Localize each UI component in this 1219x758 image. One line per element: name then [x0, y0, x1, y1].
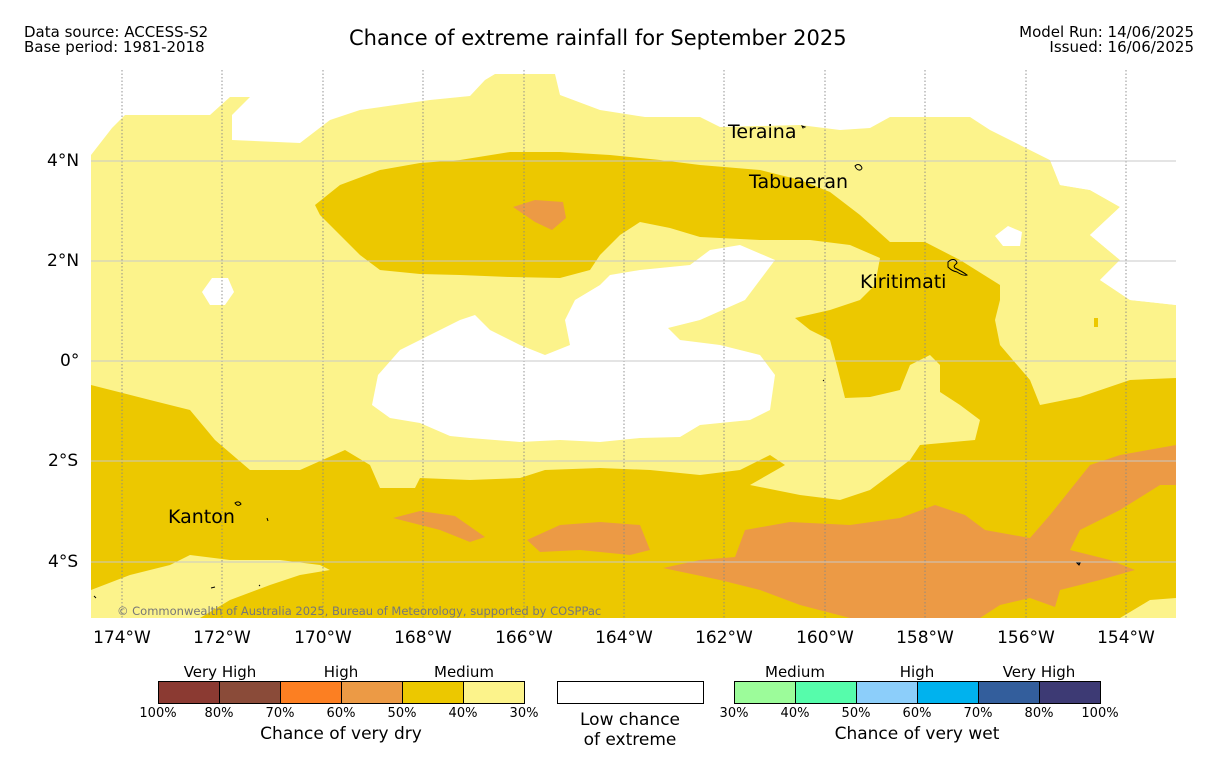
wet-caption: Chance of very wet: [834, 724, 1000, 744]
small-island-2: [210, 586, 216, 589]
wet-tick-50: 50%: [841, 706, 871, 721]
lon-label-166w: 166°W: [495, 628, 553, 648]
low-caption-line2: of extreme: [583, 730, 677, 750]
lon-label-162w: 162°W: [695, 628, 753, 648]
lon-label-158w: 158°W: [896, 628, 954, 648]
place-kiritimati: Kiritimati: [860, 271, 947, 293]
wet-swatch-50-60: [857, 682, 918, 703]
dry-tick-60: 60%: [326, 706, 356, 721]
wet-tick-60: 60%: [902, 706, 932, 721]
kanton-island: [234, 501, 242, 506]
wet-label-very-high: Very High: [1002, 663, 1076, 681]
place-kanton: Kanton: [168, 506, 235, 528]
low-chance-hole-west: [202, 278, 234, 305]
place-teraina: Teraina: [728, 121, 797, 143]
wet-tick-80: 80%: [1024, 706, 1054, 721]
wet-tick-40: 40%: [780, 706, 810, 721]
lon-label-172w: 172°W: [193, 628, 251, 648]
wet-swatch-70-80: [979, 682, 1040, 703]
dry-label-very-high: Very High: [183, 663, 257, 681]
model-run-text: Model Run: 14/06/2025: [1019, 23, 1194, 41]
wet-tick-30: 30%: [719, 706, 749, 721]
dry-colorbar: [158, 681, 525, 704]
light-yellow-south-strip: [91, 555, 330, 618]
lon-label-156w: 156°W: [997, 628, 1055, 648]
orange-south-east-region: [663, 445, 1176, 618]
low-chance-hole-center: [372, 245, 775, 442]
dry-label-medium: Medium: [434, 663, 494, 681]
small-island-5: [822, 379, 825, 382]
rainfall-map: [91, 70, 1176, 618]
latitude-gridlines: [91, 160, 1176, 563]
lon-label-154w: 154°W: [1097, 628, 1155, 648]
light-yellow-south-strip-2: [1120, 598, 1176, 618]
place-tabuaeran: Tabuaeran: [749, 171, 849, 193]
lat-label-0: 0°: [60, 351, 80, 371]
dry-tick-40: 40%: [448, 706, 478, 721]
copyright-text: © Commonwealth of Australia 2025, Bureau…: [117, 604, 602, 618]
dry-swatch-60-50: [342, 682, 403, 703]
lat-label-2s: 2°S: [48, 451, 79, 471]
dry-swatch-80-70: [220, 682, 281, 703]
low-chance-hole-ne: [1020, 70, 1176, 305]
dry-swatch-100-80: [159, 682, 220, 703]
wet-colorbar: [734, 681, 1101, 704]
lon-label-164w: 164°W: [595, 628, 653, 648]
small-island-3: [258, 584, 261, 587]
low-chance-swatch: [557, 681, 704, 704]
lon-label-174w: 174°W: [93, 628, 151, 648]
dry-swatch-70-60: [281, 682, 342, 703]
medium-yellow-north-band: [91, 152, 1176, 618]
wet-swatch-30-40: [735, 682, 796, 703]
wet-tick-100: 100%: [1081, 706, 1119, 721]
wet-swatch-80-100: [1040, 682, 1100, 703]
issued-text: Issued: 16/06/2025: [1049, 38, 1194, 56]
lon-label-170w: 170°W: [294, 628, 352, 648]
orange-south-center-patch: [527, 522, 650, 555]
lat-label-2n: 2°N: [47, 251, 80, 271]
small-island-6: [93, 595, 97, 599]
orange-north-patch: [513, 200, 566, 230]
wet-swatch-60-70: [918, 682, 979, 703]
kiritimati-island: [947, 259, 969, 276]
data-source-text: Data source: ACCESS-S2: [24, 23, 209, 41]
lon-label-160w: 160°W: [796, 628, 854, 648]
wet-label-high: High: [899, 663, 935, 681]
dry-caption: Chance of very dry: [260, 724, 422, 744]
lon-label-168w: 168°W: [394, 628, 452, 648]
wet-swatch-40-50: [796, 682, 857, 703]
dry-tick-70: 70%: [265, 706, 295, 721]
dry-swatch-40-30: [464, 682, 524, 703]
dry-tick-50: 50%: [387, 706, 417, 721]
dry-label-high: High: [323, 663, 359, 681]
wet-tick-70: 70%: [963, 706, 993, 721]
lat-label-4n: 4°N: [47, 151, 80, 171]
wet-label-medium: Medium: [765, 663, 825, 681]
map-title: Chance of extreme rainfall for September…: [349, 26, 847, 50]
lat-label-4s: 4°S: [48, 552, 79, 572]
dry-tick-80: 80%: [204, 706, 234, 721]
dry-tick-100: 100%: [139, 706, 177, 721]
orange-small-dot: [1094, 318, 1098, 327]
orange-south-west-patch: [393, 511, 485, 542]
low-caption-line1: Low chance: [580, 710, 680, 730]
dry-swatch-50-40: [403, 682, 464, 703]
small-island-4: [1075, 562, 1081, 566]
island-outlines: [93, 125, 1081, 599]
small-island-1: [266, 517, 269, 522]
base-period-text: Base period: 1981-2018: [24, 38, 205, 56]
tabuaeran-island: [854, 164, 863, 171]
low-chance-hole-east: [995, 226, 1022, 246]
dry-tick-30: 30%: [509, 706, 539, 721]
teraina-island: [801, 125, 807, 129]
